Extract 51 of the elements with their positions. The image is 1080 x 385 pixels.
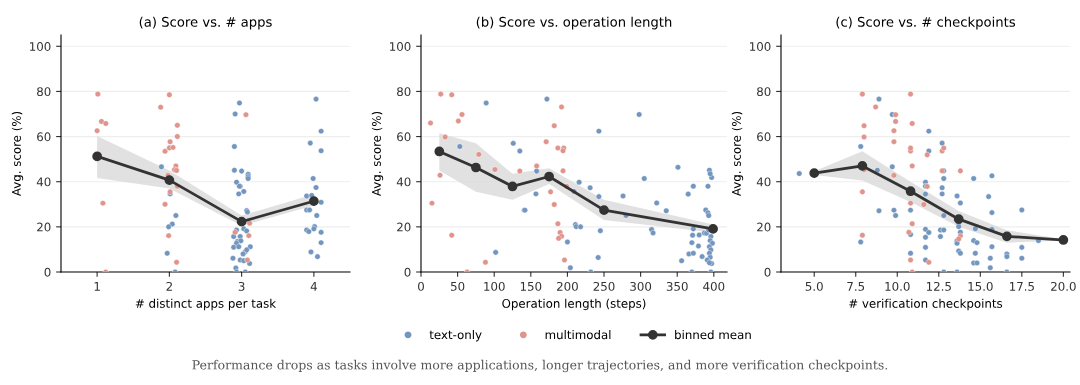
chart-title: (c) Score vs. # checkpoints: [836, 16, 1016, 30]
legend-label: binned mean: [675, 330, 751, 340]
legend-label: multimodal: [545, 330, 611, 340]
x-tick-label: 4: [310, 282, 317, 291]
y-tick-label: 20: [37, 222, 51, 232]
y-tick-label: 40: [36, 177, 51, 187]
x-tick-label: 15.0: [968, 281, 993, 291]
y-tick-label: 20: [757, 222, 771, 232]
x-tick-label: 0: [418, 281, 424, 291]
x-axis-title: # verification checkpoints: [849, 298, 1003, 311]
x-axis-title: Operation length (steps): [502, 298, 646, 311]
x-tick-label: 20.0: [1051, 281, 1076, 291]
y-axis-title: Avg. score (%): [371, 111, 384, 197]
x-tick-label: 2: [166, 281, 172, 291]
y-tick-label: 60: [37, 132, 51, 142]
x-axis-title: # distinct apps per task: [135, 298, 277, 311]
x-tick-label: 5.0: [805, 281, 823, 291]
x-tick-label: 12.5: [926, 281, 951, 291]
x-tick-label: 3: [238, 281, 245, 291]
y-tick-label: 0: [44, 267, 51, 277]
y-tick-label: 100: [750, 42, 771, 51]
y-tick-label: 80: [397, 87, 411, 97]
y-axis-title: Avg. score (%): [731, 111, 744, 197]
x-tick-label: 200: [557, 281, 578, 291]
x-tick-label: 250: [593, 281, 615, 291]
x-tick-label: 350: [666, 281, 688, 291]
x-tick-label: 100: [484, 281, 505, 291]
x-tick-label: 1: [94, 282, 100, 291]
text: Performance drops as tasks involve more applications, longer trajectories, and more verification checkpoints.: [192, 359, 888, 373]
y-tick-label: 0: [764, 267, 771, 277]
x-tick-label: 300: [630, 281, 652, 291]
y-axis-title: Avg. score (%): [11, 111, 24, 197]
y-tick-label: 40: [396, 177, 411, 187]
y-tick-label: 80: [757, 87, 771, 97]
y-tick-label: 100: [390, 42, 411, 51]
y-tick-label: 80: [37, 87, 51, 97]
y-tick-label: 0: [404, 267, 411, 277]
x-tick-label: 50: [451, 281, 465, 291]
x-tick-label: 7.5: [847, 282, 865, 291]
y-tick-label: 100: [30, 42, 51, 51]
x-tick-label: 150: [520, 281, 542, 291]
x-tick-label: 17.5: [1009, 282, 1034, 291]
chart-title: (b) Score vs. operation length: [476, 16, 672, 30]
x-tick-label: 10.0: [885, 281, 910, 291]
y-tick-label: 40: [756, 177, 771, 187]
y-tick-label: 20: [397, 222, 411, 232]
y-tick-label: 60: [397, 132, 411, 142]
chart-title: (a) Score vs. # apps: [139, 16, 272, 30]
x-tick-label: 400: [703, 281, 725, 291]
legend-label: text-only: [429, 330, 482, 342]
y-tick-label: 60: [757, 132, 771, 142]
